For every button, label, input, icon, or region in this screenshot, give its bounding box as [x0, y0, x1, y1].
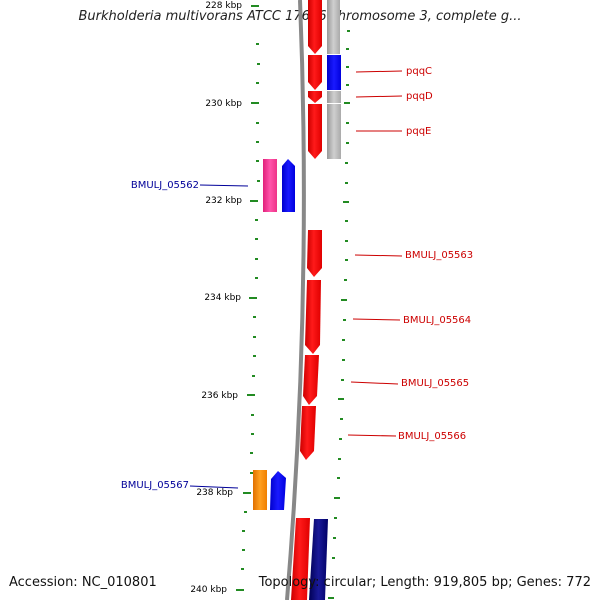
tick-label-234: 234 kbp [204, 293, 241, 303]
tick-label-240: 240 kbp [190, 585, 227, 595]
gene-label-BMULJ_05562: BMULJ_05562 [131, 180, 199, 191]
gene-label-BMULJ_05563: BMULJ_05563 [405, 250, 473, 261]
gene-pqqC[interactable]: pqqC [308, 55, 432, 90]
gene-label-pqqC: pqqC [406, 66, 432, 77]
gene-label-BMULJ_05565: BMULJ_05565 [401, 378, 469, 389]
gene-pqqE[interactable]: pqqE [308, 104, 431, 159]
tick-label-236: 236 kbp [201, 391, 238, 401]
tick-label-230: 230 kbp [205, 99, 242, 109]
gene-bottom-region[interactable] [291, 518, 328, 600]
accession-text: Accession: NC_010801 [9, 575, 157, 590]
gene-BMULJ_05563[interactable]: BMULJ_05563 [307, 230, 473, 277]
gene-BMULJ_05564[interactable]: BMULJ_05564 [305, 280, 471, 354]
tick-label-232: 232 kbp [205, 196, 242, 206]
tick-label-238: 238 kbp [196, 488, 233, 498]
gene-pqqB-region[interactable] [308, 0, 340, 54]
gene-BMULJ_05566[interactable]: BMULJ_05566 [300, 406, 466, 460]
tick-label-228: 228 kbp [205, 1, 242, 11]
gene-label-pqqD: pqqD [406, 91, 433, 102]
gene-label-BMULJ_05566: BMULJ_05566 [398, 431, 466, 442]
gene-label-BMULJ_05564: BMULJ_05564 [403, 315, 471, 326]
genome-summary-text: Topology: circular; Length: 919,805 bp; … [258, 575, 591, 590]
major-ticks [236, 5, 259, 591]
inner-tick-ring [241, 43, 260, 570]
gene-BMULJ_05567[interactable]: BMULJ_05567 [121, 470, 286, 510]
gene-label-pqqE: pqqE [406, 126, 431, 137]
gene-pqqD[interactable]: pqqD [308, 91, 433, 103]
chromosome-backbone [285, 0, 306, 600]
outer-tick-ring [328, 30, 350, 599]
gene-label-BMULJ_05567: BMULJ_05567 [121, 480, 189, 491]
gene-BMULJ_05562[interactable]: BMULJ_05562 [131, 159, 295, 212]
gene-BMULJ_05565[interactable]: BMULJ_05565 [303, 355, 469, 405]
